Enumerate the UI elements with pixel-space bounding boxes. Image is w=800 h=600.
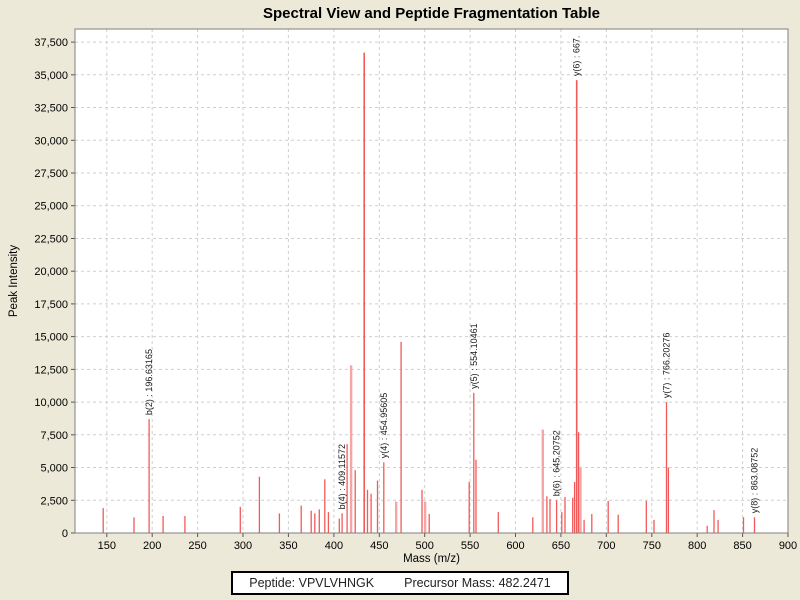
- x-tick-label: 550: [461, 540, 479, 552]
- peptide-info-box: Peptide: VPVLVHNGK Precursor Mass: 482.2…: [231, 571, 569, 595]
- x-tick-label: 200: [143, 540, 161, 552]
- x-tick-label: 850: [733, 540, 751, 552]
- peptide-info-bar: Peptide: VPVLVHNGK Precursor Mass: 482.2…: [0, 571, 800, 595]
- y-tick-label: 17,500: [34, 299, 68, 311]
- x-tick-label: 400: [325, 540, 343, 552]
- fragment-label: y(5) : 554.10461: [469, 323, 479, 389]
- x-tick-label: 300: [234, 540, 252, 552]
- chart-title: Spectral View and Peptide Fragmentation …: [262, 5, 601, 22]
- x-tick-label: 700: [597, 540, 615, 552]
- y-tick-label: 15,000: [34, 332, 68, 344]
- y-tick-label: 25,000: [34, 201, 68, 213]
- x-tick-label: 600: [506, 540, 524, 552]
- fragment-label: y(6) : 667.: [572, 36, 582, 77]
- y-tick-label: 7,500: [40, 430, 68, 442]
- fragment-label: b(2) : 196.63165: [144, 349, 154, 415]
- plot-border: [74, 28, 789, 534]
- x-tick-label: 650: [552, 540, 570, 552]
- spectrum-plot[interactable]: 150 200 250 300 350 400 450 500 550 600 650 700 750 8…: [0, 0, 800, 570]
- x-tick-label: 800: [688, 540, 706, 552]
- y-tick-label: 2,500: [40, 495, 68, 507]
- plot-area[interactable]: [75, 29, 788, 533]
- x-axis-title: Mass (m/z): [403, 553, 460, 565]
- fragment-label: y(4) : 454.95605: [379, 393, 389, 459]
- y-tick-label: 32,500: [34, 103, 68, 115]
- y-axis-title: Peak Intensity: [8, 245, 20, 317]
- x-tick-label: 250: [188, 540, 206, 552]
- x-tick-label: 450: [370, 540, 388, 552]
- y-tick-label: 20,000: [34, 266, 68, 278]
- y-tick-label: 27,500: [34, 168, 68, 180]
- y-tick-label: 30,000: [34, 135, 68, 147]
- x-tick-label: 150: [98, 540, 116, 552]
- y-tick-label: 5,000: [40, 463, 68, 475]
- fragment-label: b(4) : 409.11572: [337, 444, 347, 509]
- x-tick-label: 500: [416, 540, 434, 552]
- y-tick-label: 22,500: [34, 234, 68, 246]
- y-tick-label: 10,000: [34, 397, 68, 409]
- fragment-label: y(7) : 766.20276: [662, 333, 672, 399]
- precursor-mass-label: Precursor Mass: 482.2471: [404, 576, 551, 590]
- peptide-sequence-label: Peptide: VPVLVHNGK: [249, 576, 375, 590]
- y-tick-label: 37,500: [34, 37, 68, 49]
- fragment-label: b(6) : 645.20752: [552, 430, 562, 496]
- fragment-label: y(8) : 863.08752: [750, 448, 760, 514]
- y-tick-label: 0: [62, 528, 68, 540]
- y-tick-label: 35,000: [34, 70, 68, 82]
- y-tick-label: 12,500: [34, 364, 68, 376]
- x-tick-label: 900: [779, 540, 797, 552]
- x-tick-label: 750: [643, 540, 661, 552]
- x-tick-label: 350: [279, 540, 297, 552]
